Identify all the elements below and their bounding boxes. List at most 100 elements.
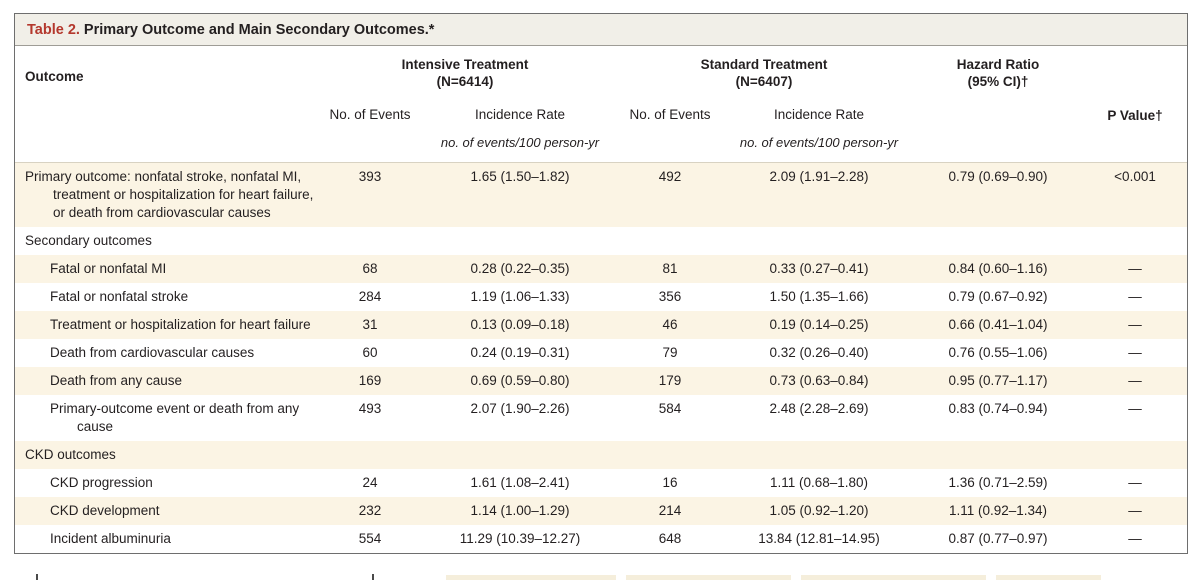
value-cell: 0.79 (0.69–0.90) [948, 169, 1048, 184]
table-title-bar: Table 2. Primary Outcome and Main Seconda… [15, 14, 1187, 46]
table-body: Primary outcome: nonfatal stroke, nonfat… [15, 162, 1188, 554]
table-row: CKD development 232 1.14 (1.00–1.29) 214 1.0… [15, 497, 1188, 525]
value-cell: 648 [658, 531, 682, 546]
units-label-intensive: no. of events/100 person-yr [440, 135, 600, 150]
value-cell: 16 [662, 475, 678, 490]
cutoff-band [996, 575, 1101, 580]
table-header: Outcome Intensive Treatment (N=6414) Sta… [15, 46, 1188, 163]
value-cell: 1.61 (1.08–2.41) [470, 475, 570, 490]
cutoff-band [801, 575, 986, 580]
value-cell: 0.83 (0.74–0.94) [948, 401, 1048, 416]
outcome-label: CKD progression [50, 475, 153, 490]
column-header-outcome: Outcome [25, 69, 84, 84]
value-cell: 2.09 (1.91–2.28) [769, 169, 869, 184]
table-row: Fatal or nonfatal stroke 284 1.19 (1.06–1.… [15, 283, 1187, 311]
hazard-ratio-ci-label: (95% CI)† [967, 74, 1029, 89]
value-cell: 1.11 (0.68–1.80) [769, 475, 869, 490]
value-cell: 0.24 (0.19–0.31) [470, 345, 570, 360]
outcome-label: Secondary outcomes [25, 233, 152, 248]
value-cell: 68 [362, 261, 378, 276]
hazard-ratio-label: Hazard Ratio [956, 57, 1040, 72]
value-cell: 2.07 (1.90–2.26) [470, 401, 570, 416]
column-group-standard: Standard Treatment (N=6407) [615, 46, 913, 90]
table-row: Primary-outcome event or death from any … [15, 395, 1187, 441]
value-cell: 0.13 (0.09–0.18) [470, 317, 570, 332]
value-cell: 492 [658, 169, 682, 184]
spacer-cell [1083, 125, 1187, 163]
value-cell: — [1128, 401, 1142, 416]
cutoff-band [446, 575, 616, 580]
value-cell: — [1128, 345, 1142, 360]
outcome-label: Death from any cause [50, 373, 183, 388]
value-cell: 46 [662, 317, 678, 332]
table-row: Fatal or nonfatal MI 68 0.28 (0.22–0.35) 81… [15, 255, 1188, 283]
value-cell: — [1128, 317, 1142, 332]
value-cell: — [1128, 503, 1142, 518]
table-row: Treatment or hospitalization for heart f… [15, 311, 1188, 339]
value-cell: <0.001 [1114, 169, 1156, 184]
value-cell: 554 [358, 531, 382, 546]
value-cell: 169 [358, 373, 382, 388]
value-cell: 0.33 (0.27–0.41) [769, 261, 869, 276]
value-cell: 1.19 (1.06–1.33) [470, 289, 570, 304]
value-cell: 13.84 (12.81–14.95) [758, 531, 880, 546]
value-cell [1083, 227, 1187, 255]
intensive-n-label: (N=6414) [436, 74, 494, 89]
value-cell [913, 227, 1083, 255]
value-cell [425, 227, 615, 255]
column-header-events-intensive: No. of Events [329, 107, 411, 122]
table-number-label: Table 2. [27, 22, 80, 38]
value-cell: 1.65 (1.50–1.82) [470, 169, 570, 184]
outcome-label: Death from cardiovascular causes [50, 345, 255, 360]
table-row: CKD progression 24 1.61 (1.08–2.41) 16 1.11 … [15, 469, 1187, 497]
value-cell: 179 [658, 373, 682, 388]
table-row: Primary outcome: nonfatal stroke, nonfat… [15, 162, 1188, 227]
value-cell: — [1128, 261, 1142, 276]
outcome-label: Primary-outcome event or death from any … [50, 401, 300, 434]
outcome-label: Primary outcome: nonfatal stroke, nonfat… [25, 169, 314, 220]
table-row: Incident albuminuria 554 11.29 (10.39–12.2… [15, 525, 1187, 553]
data-table: Outcome Intensive Treatment (N=6414) Sta… [15, 46, 1188, 554]
table-row: Death from cardiovascular causes 60 0.24 (… [15, 339, 1187, 367]
value-cell: 0.95 (0.77–1.17) [948, 373, 1048, 388]
value-cell: 81 [662, 261, 678, 276]
value-cell: 31 [362, 317, 378, 332]
value-cell: 0.19 (0.14–0.25) [769, 317, 869, 332]
standard-n-label: (N=6407) [735, 74, 793, 89]
value-cell [615, 227, 725, 255]
value-cell: 0.76 (0.55–1.06) [948, 345, 1048, 360]
column-header-incidence-standard: Incidence Rate [773, 107, 865, 122]
value-cell [315, 441, 425, 469]
value-cell: — [1128, 373, 1142, 388]
value-cell: 0.32 (0.26–0.40) [769, 345, 869, 360]
value-cell: — [1128, 475, 1142, 490]
column-header-hazard-ratio: Hazard Ratio (95% CI)† [913, 46, 1083, 125]
value-cell: 60 [362, 345, 378, 360]
value-cell: 1.36 (0.71–2.59) [948, 475, 1048, 490]
section-row: Secondary outcomes [15, 227, 1187, 255]
table-title: Primary Outcome and Main Secondary Outco… [83, 22, 435, 38]
cutoff-mark [372, 574, 374, 580]
value-cell: 0.79 (0.67–0.92) [948, 289, 1048, 304]
value-cell: 1.11 (0.92–1.34) [948, 503, 1048, 518]
value-cell: — [1128, 531, 1142, 546]
outcome-label: CKD outcomes [25, 447, 116, 462]
value-cell: 24 [362, 475, 378, 490]
value-cell: 79 [662, 345, 678, 360]
value-cell: 0.73 (0.63–0.84) [769, 373, 869, 388]
outcome-label: Incident albuminuria [50, 531, 171, 546]
standard-treatment-label: Standard Treatment [700, 57, 828, 72]
value-cell [315, 227, 425, 255]
units-label-standard: no. of events/100 person-yr [739, 135, 899, 150]
value-cell: 1.50 (1.35–1.66) [769, 289, 869, 304]
value-cell [615, 441, 725, 469]
value-cell: — [1128, 289, 1142, 304]
column-header-pvalue: P Value† [1107, 108, 1163, 123]
value-cell [725, 227, 913, 255]
outcome-label: Fatal or nonfatal MI [50, 261, 167, 276]
value-cell: 356 [658, 289, 682, 304]
cutoff-mark [36, 574, 38, 580]
value-cell [425, 441, 615, 469]
value-cell [913, 441, 1083, 469]
value-cell: 214 [658, 503, 682, 518]
